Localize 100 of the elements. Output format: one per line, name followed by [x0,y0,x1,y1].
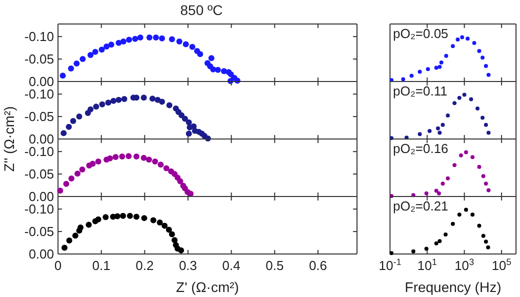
point [141,215,148,222]
point [133,154,140,160]
x-tick-label: 0.4 [222,258,240,273]
point [116,96,122,103]
point [74,170,80,177]
point [126,153,132,160]
y-tick-label: -0.10 [24,202,54,217]
point [182,116,188,122]
point [119,154,126,160]
point [72,232,78,239]
annotation: pO₂=0.21 [393,198,448,214]
point [68,65,74,72]
x-axis-title: Z' (Ω·cm²) [176,279,239,295]
point [178,247,184,254]
y-tick-label: 0.00 [28,132,54,146]
point [120,38,126,45]
x-tick-label: 10$^{1}$ [417,257,437,273]
y-tick-label: -0.05 [24,166,54,182]
point [66,238,72,244]
point [150,217,156,224]
point [177,178,184,184]
annotation: pO₂=0.11 [393,84,448,98]
x-tick-label: 10$^{3}$ [454,257,474,273]
point [162,222,168,229]
point [133,214,140,220]
point [102,214,109,220]
point [70,118,76,124]
x-axis-title: Frequency (Hz) [404,279,502,295]
point [126,36,132,43]
point [104,43,110,50]
point [114,213,120,220]
point [140,154,147,161]
point [158,162,164,168]
point [146,156,152,163]
y-tick-label: -0.05 [24,52,54,67]
point [208,55,214,62]
point [120,212,126,219]
point [110,98,116,104]
point [60,72,66,79]
point [470,155,475,160]
point [481,174,486,178]
point [121,96,128,102]
point [88,106,94,112]
point [93,104,100,110]
point [78,224,84,230]
point [163,165,170,172]
x-tick-label: 0.1 [92,258,110,273]
point [80,56,86,62]
y-tick-label: -0.10 [24,86,54,102]
point [152,158,158,164]
point [98,46,105,53]
point [60,130,67,136]
point [132,36,138,42]
annotation: pO₂=0.05 [393,26,448,41]
point [126,212,133,219]
annotation: pO₂=0.16 [393,141,448,156]
point [168,231,175,238]
point [90,160,96,167]
point [66,124,72,130]
point [116,40,122,46]
point [88,52,94,58]
point [62,244,68,251]
point [112,154,119,160]
point [68,176,74,182]
point [107,155,113,162]
point [63,180,70,187]
point [159,35,165,42]
y-tick-label: 0.00 [28,246,54,262]
y-axis-title: Z'' (Ω·cm²) [1,106,17,172]
point [146,34,152,40]
point [95,158,102,164]
point [140,94,147,101]
y-tick-label: -0.10 [24,144,54,160]
x-tick-label: 10$^{5}$ [492,257,512,273]
y-tick-label: -0.05 [24,224,54,240]
point [464,150,468,154]
x-tick-label: 0.6 [308,258,328,273]
point [76,114,82,120]
point [137,34,144,40]
point [214,66,221,73]
point [168,36,175,42]
point [99,101,106,108]
x-tick-label: 0.3 [178,258,198,273]
point [446,176,450,180]
point [436,191,441,196]
x-tick-label: 0 [54,258,62,273]
y-tick-label: 0.00 [28,189,54,204]
point [79,166,86,173]
point [149,96,156,102]
y-tick-label: -0.10 [24,29,54,44]
chart-title: 850 ºC [180,2,223,18]
point [74,60,80,67]
point [166,226,172,233]
point [92,48,98,55]
x-tick-label: 0.5 [266,258,284,273]
point [159,98,165,105]
point [189,44,196,50]
point [459,153,463,158]
point [186,119,192,126]
point [95,216,102,222]
